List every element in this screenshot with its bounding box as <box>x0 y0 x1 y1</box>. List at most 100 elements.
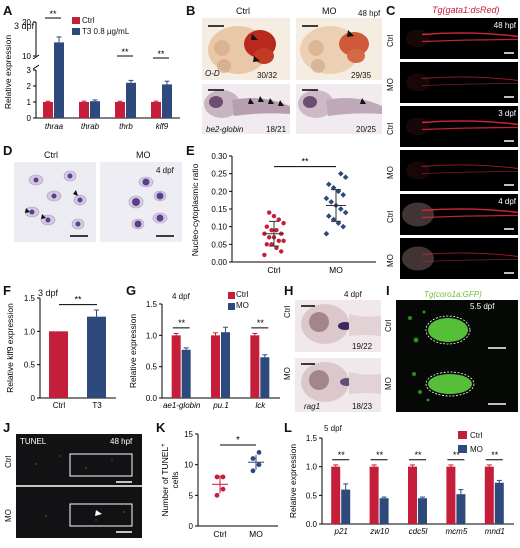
data-point <box>337 170 344 177</box>
y-tick-label: 2 <box>27 82 32 91</box>
data-point <box>267 235 272 240</box>
y-tick-label: 0.10 <box>211 223 227 232</box>
y-tick-label: 1.0 <box>146 331 158 340</box>
panel-h-row-ctrl: Ctrl <box>283 305 292 318</box>
data-point <box>325 181 332 188</box>
data-point <box>264 224 269 229</box>
y-axis-label: Number of TUNEL+ <box>160 443 170 517</box>
panel-b-stain-globin: be2-globin <box>206 125 244 134</box>
axis-break <box>32 54 40 60</box>
chart-l: 0.0 0.5 1.0 1.5 p21 zw10 cdc5l mcm5 mnd1 Relative… <box>288 431 514 536</box>
x-tick-label: klf9 <box>156 122 169 131</box>
panel-letter-c: C <box>386 3 396 18</box>
panel-b-ctrl-label: Ctrl <box>236 6 250 16</box>
sig-mark: ** <box>178 318 186 328</box>
panel-l-stage: 5 dpf <box>324 424 342 433</box>
data-point <box>340 223 347 230</box>
arrowhead-icon <box>251 34 258 40</box>
chart-k: 0 5 10 15 Ctrl MO * Number of TUNEL+cells <box>160 430 278 539</box>
y-tick-label: 0 <box>31 394 36 403</box>
panel-letter-f: F <box>3 283 11 298</box>
panel-c-transgene: Tg(gata1:dsRed) <box>432 5 500 15</box>
panel-h-count-1: 19/22 <box>352 342 373 351</box>
panel-a-stage: 3 dpf <box>14 21 35 31</box>
panel-h-mo-image <box>295 358 381 412</box>
chart-e: 0.00 0.05 0.10 0.15 0.20 0.25 0.30 Ctrl MO ** Nucl… <box>190 152 376 275</box>
x-tick-label: Ctrl <box>267 265 280 275</box>
bar <box>331 466 341 524</box>
panel-c-row-label: Ctrl <box>386 122 395 135</box>
y-tick-label: 0.05 <box>211 240 227 249</box>
chart-g: 0.0 0.5 1.0 1.5 ae1-globin pu.1 lck Relative ex… <box>128 292 280 410</box>
y-tick-label: 0.5 <box>24 361 36 370</box>
y-tick-label: 0.5 <box>306 491 318 500</box>
bar <box>494 482 504 524</box>
bar <box>162 84 172 118</box>
panel-d-ctrl-image <box>14 162 96 242</box>
panel-letter-h: H <box>284 283 294 298</box>
bar <box>250 335 260 398</box>
panel-c-row <box>400 18 518 59</box>
panel-b-count-3: 18/21 <box>266 125 287 134</box>
panel-c-row-label: MO <box>386 253 395 267</box>
data-point <box>250 468 256 474</box>
bar <box>171 335 181 398</box>
data-point <box>267 210 272 215</box>
panel-letter-e: E <box>186 143 195 158</box>
data-point <box>281 238 286 243</box>
panel-d-mo-image <box>100 162 182 242</box>
legend-swatch-ctrl <box>458 431 467 439</box>
panel-b-count-4: 20/25 <box>356 125 377 134</box>
data-point <box>337 206 344 212</box>
panel-b-ctrl-od-image <box>202 18 290 80</box>
panel-letter-j: J <box>3 420 11 435</box>
bar <box>151 102 161 118</box>
panel-i-image <box>396 300 518 412</box>
data-point <box>276 217 281 222</box>
y-tick-label: 0.30 <box>211 152 227 161</box>
bar <box>456 494 466 524</box>
data-point <box>274 228 279 233</box>
sig-mark: ** <box>74 295 82 305</box>
x-tick-label: p21 <box>334 527 348 536</box>
y-axis-label: Relative expression <box>3 35 13 109</box>
panel-b-stain-od: O-D <box>205 69 220 78</box>
panel-c-row-label: Ctrl <box>386 210 395 223</box>
data-point <box>271 213 277 219</box>
y-tick-label: 5 <box>189 491 194 500</box>
y-tick-label: 0.5 <box>146 363 158 372</box>
y-tick-label: 0 <box>27 114 32 123</box>
panel-b-stage: 48 hpf <box>358 9 381 18</box>
sig-mark: ** <box>338 450 346 460</box>
sig-mark: ** <box>376 450 384 460</box>
axis-break <box>32 64 40 70</box>
sig-mark: ** <box>453 450 461 460</box>
panel-j-image <box>16 434 142 538</box>
sig-mark: ** <box>491 450 499 460</box>
y-axis-label: Relative klf9 expression <box>5 303 15 393</box>
y-axis-label: Relative expression <box>288 444 298 518</box>
panel-i-stage: 5.5 dpf <box>470 302 495 311</box>
panel-c-row <box>400 62 518 103</box>
panel-letter-d: D <box>3 143 13 158</box>
x-tick-label: MO <box>329 265 343 275</box>
y-tick-label: 1.5 <box>146 300 158 309</box>
x-tick-label: mcm5 <box>446 527 468 536</box>
panel-c-row <box>400 106 518 147</box>
chart-f: 0 0.5 1.0 1.5 Ctrl T3 Relative klf9 expression… <box>5 294 116 410</box>
panel-c-row <box>400 194 518 235</box>
data-point <box>250 456 256 461</box>
panel-j-assay: TUNEL <box>20 437 47 446</box>
y-tick-label: 0.20 <box>211 187 227 196</box>
sig-mark: ** <box>157 49 165 59</box>
x-tick-label: cdc5l <box>409 527 428 536</box>
legend-swatch-ctrl <box>72 17 80 24</box>
panel-c-row-label: MO <box>386 165 395 179</box>
data-point <box>256 462 262 468</box>
sig-mark: ** <box>257 318 265 328</box>
panel-h-row-mo: MO <box>283 367 292 380</box>
panel-c-stage: 4 dpf <box>498 197 516 206</box>
panel-b-count-1: 30/32 <box>257 71 278 80</box>
bar <box>408 466 417 524</box>
y-tick-label: 1.5 <box>24 294 36 303</box>
